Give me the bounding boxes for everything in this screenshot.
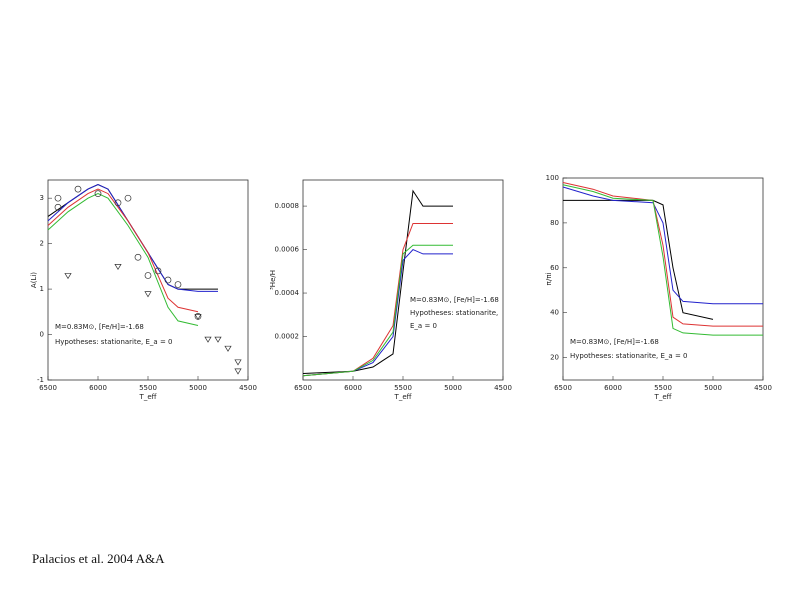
data-point [114, 264, 122, 271]
data-point [94, 190, 102, 197]
plot-frame [302, 179, 504, 381]
plot-frame [47, 179, 249, 381]
annotation: E_a = 0 [410, 322, 437, 330]
data-point [64, 273, 72, 280]
x-axis-label: T_eff [654, 393, 672, 401]
y-axis-label: π/πi [545, 273, 553, 286]
y-tick-label: -1 [37, 376, 44, 384]
series-line [302, 244, 453, 377]
data-point [224, 345, 232, 352]
citation: Palacios et al. 2004 A&A [32, 551, 165, 566]
data-point [134, 253, 142, 261]
series-line [562, 184, 763, 336]
y-tick-label: 1 [40, 285, 44, 293]
data-point [144, 272, 152, 279]
y-tick-label: 0.0004 [275, 289, 300, 297]
data-point [234, 359, 242, 366]
annotation: M=0.83M⊙, [Fe/H]=-1.68 [410, 296, 499, 304]
annotation: M=0.83M⊙, [Fe/H]=-1.68 [55, 323, 144, 331]
y-tick-label: 0.0008 [275, 202, 300, 210]
series-line [562, 186, 763, 305]
x-tick-label: 5000 [189, 384, 207, 392]
y-tick-label: 60 [550, 264, 559, 272]
x-tick-label: 6000 [604, 384, 622, 392]
data-point [144, 291, 152, 298]
x-tick-label: 6500 [294, 384, 312, 392]
series-line [562, 182, 763, 327]
data-point [214, 336, 222, 343]
plot-frame [562, 177, 764, 381]
annotation: Hypotheses: stationarite, [410, 309, 498, 317]
y-tick-label: 40 [550, 309, 559, 317]
x-tick-label: 6500 [39, 384, 57, 392]
data-point [234, 368, 242, 375]
data-point [124, 194, 132, 202]
x-tick-label: 5500 [394, 384, 412, 392]
data-point [54, 203, 62, 211]
data-point [174, 281, 182, 288]
x-axis-label: T_eff [394, 393, 412, 401]
data-point [194, 314, 202, 321]
x-axis-label: T_eff [139, 393, 157, 401]
x-tick-label: 6000 [89, 384, 107, 392]
x-tick-label: 5000 [704, 384, 722, 392]
annotation: Hypotheses: stationarite, E_a = 0 [570, 352, 688, 360]
data-point [74, 185, 82, 193]
series-line [563, 199, 714, 320]
annotation: Hypotheses: stationarite, E_a = 0 [55, 338, 173, 346]
x-tick-label: 4500 [239, 384, 257, 392]
y-axis-label: A(Li) [30, 272, 38, 288]
x-tick-label: 4500 [494, 384, 512, 392]
y-tick-label: 0.0006 [275, 246, 300, 254]
series-line [302, 189, 453, 374]
series-line [47, 188, 199, 313]
x-tick-label: 5000 [444, 384, 462, 392]
data-point [154, 267, 162, 275]
x-tick-label: 4500 [754, 384, 772, 392]
x-tick-label: 5500 [654, 384, 672, 392]
data-point [164, 276, 172, 284]
y-axis-label: ³He/H [269, 270, 277, 290]
x-tick-label: 6000 [344, 384, 362, 392]
y-tick-label: 100 [546, 174, 559, 182]
y-tick-label: 0.0002 [275, 333, 300, 341]
y-tick-label: 20 [550, 354, 559, 362]
y-tick-label: 0 [40, 331, 44, 339]
series-line [47, 183, 218, 290]
annotation: M=0.83M⊙, [Fe/H]=-1.68 [570, 338, 659, 346]
x-tick-label: 5500 [139, 384, 157, 392]
data-point [204, 336, 212, 343]
y-tick-label: 3 [40, 194, 44, 202]
y-tick-label: 80 [550, 219, 559, 227]
data-point [54, 194, 62, 202]
series-line [47, 183, 218, 292]
series-line [47, 193, 199, 326]
x-tick-label: 6500 [554, 384, 572, 392]
y-tick-label: 2 [40, 240, 44, 248]
data-point [114, 199, 122, 207]
